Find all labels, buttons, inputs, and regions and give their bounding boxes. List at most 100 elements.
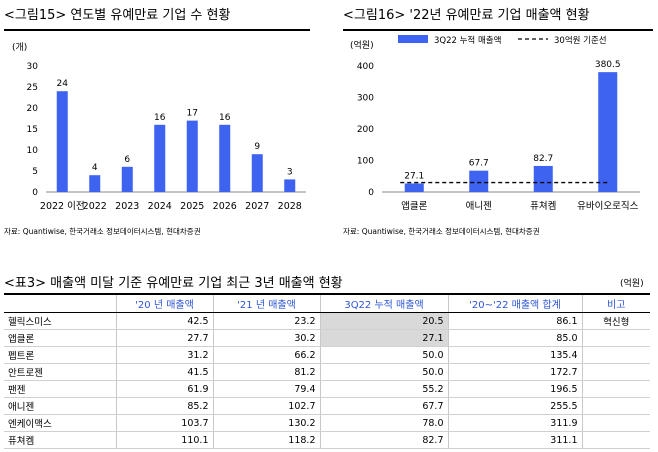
legend-entry: 30억원 기준선 [554, 35, 607, 46]
y-tick-label: 25 [27, 83, 38, 93]
data-label: 27.1 [404, 171, 424, 181]
table-unit: (억원) [620, 279, 644, 289]
table-row: 앱클론 27.7 30.2 27.1 85.0 [4, 329, 650, 347]
bar [154, 124, 166, 192]
bar [251, 154, 263, 192]
y-tick-label: 400 [357, 62, 374, 72]
note-cell: 혁신형 [582, 312, 650, 330]
value-cell: 85.2 [116, 397, 214, 415]
right-chart-source: 자료: Quantiwise, 한국거래소 정보데이터시스템, 현대차증권 [343, 227, 540, 236]
company-name-cell: 헬릭스미스 [4, 312, 117, 330]
x-tick-label: 2028 [278, 201, 302, 212]
x-tick-label: 2026 [213, 201, 237, 212]
note-cell [582, 329, 650, 347]
value-cell: 135.4 [448, 346, 583, 364]
x-tick-label: 2023 [115, 201, 139, 212]
value-cell: 255.5 [448, 397, 583, 415]
y-tick-label: 20 [27, 104, 39, 114]
note-cell [582, 431, 650, 449]
value-cell: 50.0 [320, 363, 449, 381]
y-tick-label: 30 [27, 62, 39, 72]
value-cell: 118.2 [213, 431, 321, 449]
bar [89, 175, 101, 192]
y-tick-label: 100 [357, 157, 374, 167]
data-label: 6 [124, 155, 130, 165]
revenue-table: '20 년 매출액 '21 년 매출액 3Q22 누적 매출액 '20~'22 … [4, 295, 650, 449]
value-cell: 172.7 [448, 363, 583, 381]
value-cell: 41.5 [116, 363, 214, 381]
table-row: 엔케이맥스 103.7 130.2 78.0 311.9 [4, 414, 650, 432]
x-tick-label: 유바이오로직스 [577, 201, 638, 212]
bar [404, 183, 424, 192]
data-label: 16 [219, 113, 231, 123]
table-header-cell: '20 년 매출액 [116, 295, 214, 313]
value-cell: 42.5 [116, 312, 214, 330]
table-header-cell [4, 295, 117, 313]
note-cell [582, 414, 650, 432]
value-cell: 81.2 [213, 363, 321, 381]
value-cell: 196.5 [448, 380, 583, 398]
data-label: 67.7 [469, 159, 489, 169]
table-row: 헬릭스미스 42.5 23.2 20.5 86.1 혁신형 [4, 312, 650, 330]
company-name-cell: 펩트론 [4, 346, 117, 364]
data-label: 24 [57, 79, 69, 89]
legend-swatch [398, 35, 428, 43]
note-cell [582, 363, 650, 381]
value-cell: 79.4 [213, 380, 321, 398]
value-cell: 27.7 [116, 329, 214, 347]
bar [56, 91, 68, 192]
table-title: <표3> 매출액 미달 기준 유예만료 기업 최근 3년 매출액 현황 [4, 276, 343, 291]
table-header-cell: '21 년 매출액 [213, 295, 321, 313]
y-tick-label: 0 [368, 188, 374, 198]
x-tick-label: 2022 [83, 201, 107, 212]
x-tick-label: 2024 [148, 201, 172, 212]
value-cell: 130.2 [213, 414, 321, 432]
right-bar-chart: (억원) 3Q22 누적 매출액 30억원 기준선 0 100 200 300 400 27.1… [350, 35, 640, 212]
value-cell: 102.7 [213, 397, 321, 415]
bar [121, 166, 133, 192]
x-tick-label: 2027 [245, 201, 269, 212]
value-cell: 30.2 [213, 329, 321, 347]
value-cell: 82.7 [320, 431, 449, 449]
note-cell [582, 380, 650, 398]
value-cell: 311.1 [448, 431, 583, 449]
y-tick-label: 15 [27, 125, 38, 135]
value-cell: 78.0 [320, 414, 449, 432]
value-cell: 31.2 [116, 346, 214, 364]
value-cell: 67.7 [320, 397, 449, 415]
value-cell: 23.2 [213, 312, 321, 330]
bar [533, 165, 553, 192]
bar [186, 120, 198, 192]
y-tick-label: 200 [357, 125, 374, 135]
data-label: 16 [154, 113, 166, 123]
x-tick-label: 2025 [180, 201, 204, 212]
y-tick-label: 10 [27, 146, 39, 156]
value-cell: 103.7 [116, 414, 214, 432]
table-title-rule [4, 293, 650, 295]
bar [219, 124, 231, 192]
table-row: 팬젠 61.9 79.4 55.2 196.5 [4, 380, 650, 398]
data-label: 82.7 [533, 154, 553, 164]
value-cell: 61.9 [116, 380, 214, 398]
left-chart-source: 자료: Quantiwise, 한국거래소 정보데이터시스템, 현대차증권 [4, 227, 201, 236]
y-axis-label: (억원) [350, 39, 374, 51]
note-cell [582, 346, 650, 364]
company-name-cell: 애니젠 [4, 397, 117, 415]
value-cell: 86.1 [448, 312, 583, 330]
right-title-rule [343, 29, 653, 31]
table-header-cell: '20~'22 매출액 합계 [448, 295, 583, 313]
x-tick-label: 2022 이전 [40, 201, 85, 212]
x-tick-label: 애니젠 [466, 201, 492, 212]
note-cell [582, 397, 650, 415]
left-title-rule [4, 29, 310, 31]
company-name-cell: 팬젠 [4, 380, 117, 398]
value-cell: 110.1 [116, 431, 214, 449]
table-row: 퓨쳐켐 110.1 118.2 82.7 311.1 [4, 431, 650, 449]
bar [598, 72, 618, 192]
y-tick-label: 0 [32, 188, 38, 198]
bar [284, 179, 296, 192]
y-tick-label: 5 [32, 167, 38, 177]
table-row: 펩트론 31.2 66.2 50.0 135.4 [4, 346, 650, 364]
data-label: 3 [287, 167, 293, 177]
